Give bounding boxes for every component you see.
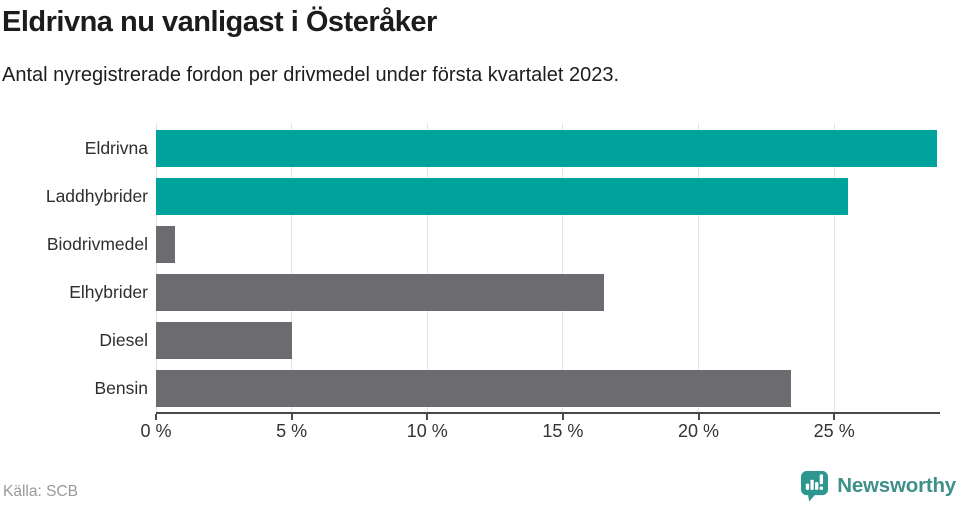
category-label-eldrivna: Eldrivna <box>84 138 148 158</box>
x-axis-tick-15 <box>561 414 564 420</box>
x-axis-tick-0 <box>155 414 157 420</box>
source-note: Källa: SCB <box>3 483 78 500</box>
gridline-0 <box>155 123 157 412</box>
bar-laddhybrider <box>156 178 848 215</box>
bar-bensin <box>156 370 791 407</box>
category-label-bensin: Bensin <box>94 378 148 398</box>
x-axis-tick-label-10: 10 % <box>406 421 448 441</box>
x-axis-tick-label-5: 5 % <box>276 421 308 441</box>
gridline-10 <box>426 123 428 412</box>
x-axis-tick-20 <box>697 414 700 420</box>
category-label-biodrivmedel: Biodrivmedel <box>46 234 148 254</box>
newsworthy-logo-icon <box>801 471 829 502</box>
chart-subtitle: Antal nyregistrerade fordon per drivmede… <box>2 64 620 86</box>
chart-title: Eldrivna nu vanligast i Österåker <box>2 6 437 38</box>
gridline-15 <box>562 123 564 412</box>
x-axis-tick-5 <box>290 414 293 420</box>
bar-diesel <box>156 322 292 359</box>
bar-chart-plot <box>155 123 940 414</box>
x-axis-tick-10 <box>426 414 429 420</box>
bar-biodrivmedel <box>156 226 175 263</box>
gridline-25 <box>833 123 835 412</box>
newsworthy-logo: Newsworthy <box>800 470 956 502</box>
gridline-20 <box>698 123 700 412</box>
x-axis-tick-label-15: 15 % <box>542 421 584 441</box>
category-label-laddhybrider: Laddhybrider <box>45 186 148 206</box>
x-axis-tick-label-20: 20 % <box>678 421 720 441</box>
x-axis-tick-label-25: 25 % <box>813 421 855 441</box>
x-axis-tick-label-0: 0 % <box>140 421 172 441</box>
gridline-5 <box>291 123 293 412</box>
category-label-elhybrider: Elhybrider <box>69 282 148 302</box>
category-label-diesel: Diesel <box>99 330 148 350</box>
bar-eldrivna <box>156 130 938 167</box>
x-axis-tick-25 <box>833 414 836 420</box>
bar-elhybrider <box>156 274 604 311</box>
newsworthy-logo-text: Newsworthy <box>837 474 956 497</box>
